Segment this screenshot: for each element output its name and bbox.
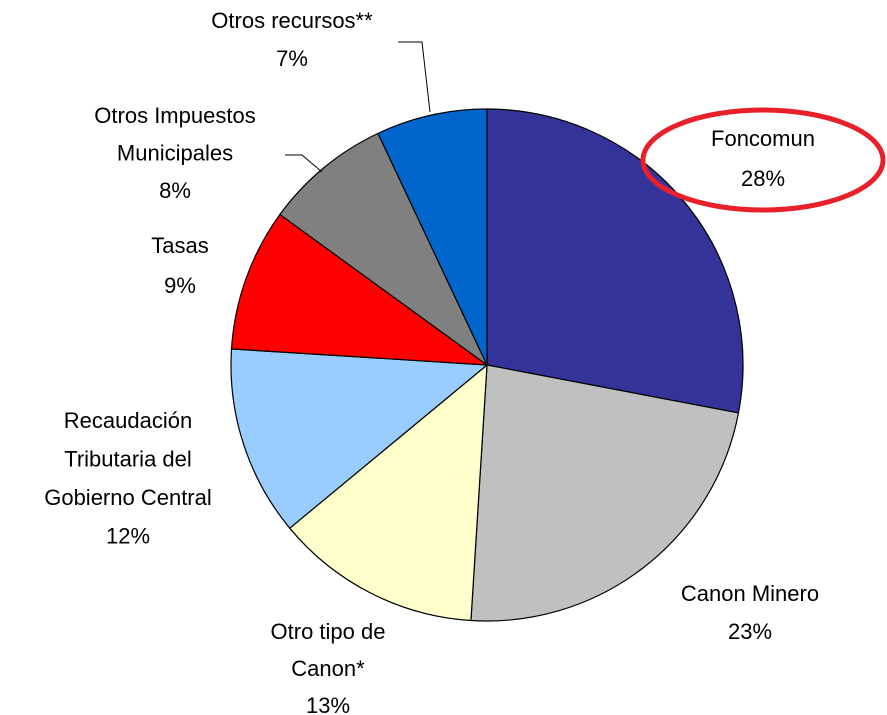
value-label: 12% (106, 523, 150, 548)
slice-label: Otros recursos** (211, 8, 373, 33)
slice-label: Tasas (151, 233, 208, 258)
pie-slice (470, 364, 740, 622)
value-label: 23% (728, 619, 772, 644)
value-label: 8% (159, 178, 191, 203)
slice-label: Otros Impuestos (94, 103, 255, 128)
value-label: 7% (276, 46, 308, 71)
pie (230, 108, 744, 622)
slice-label: Recaudación (64, 408, 192, 433)
slice-label: Tributaria del (64, 446, 192, 471)
slice-label: Otro tipo de (271, 619, 386, 644)
pie-slice (230, 348, 489, 530)
value-label: 9% (164, 273, 196, 298)
pie-slice (377, 108, 488, 366)
value-label: 13% (306, 693, 350, 715)
slice-label: Foncomun (711, 126, 815, 151)
value-label: 28% (741, 166, 785, 191)
slice-label: Municipales (117, 140, 233, 165)
slice-label: Gobierno Central (44, 485, 212, 510)
leader-line (285, 154, 323, 173)
pie-slice (486, 108, 744, 414)
slice-label: Canon Minero (681, 581, 819, 606)
leader-line (398, 41, 431, 113)
highlight-ellipse (640, 107, 886, 213)
pie-slice (279, 132, 488, 366)
pie-slice (288, 363, 488, 622)
pie-slice (230, 213, 490, 366)
slice-label: Canon* (291, 656, 365, 681)
